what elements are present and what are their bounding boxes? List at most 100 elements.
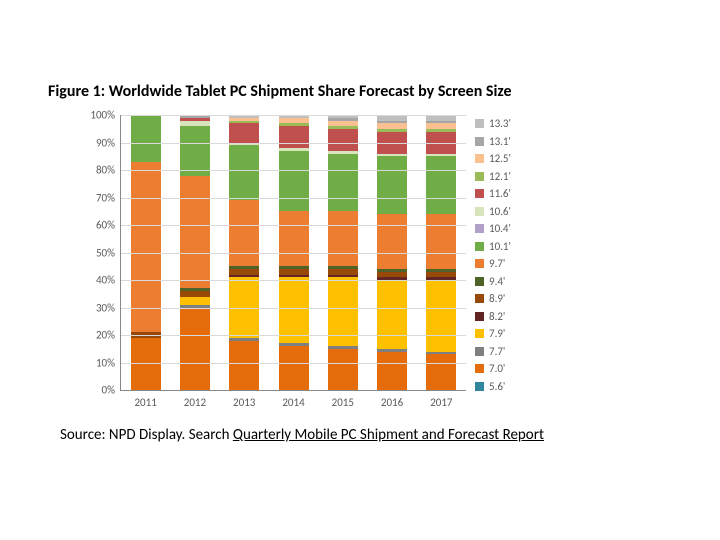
y-tick-label: 70% bbox=[96, 191, 115, 204]
y-tick-label: 80% bbox=[96, 164, 115, 177]
legend-item: 7.7' bbox=[475, 343, 575, 361]
legend-label: 12.5' bbox=[489, 152, 511, 165]
legend-item: 9.7' bbox=[475, 255, 575, 273]
bar-segment bbox=[426, 214, 456, 269]
legend-item: 8.9' bbox=[475, 290, 575, 308]
bar-segment bbox=[328, 129, 358, 151]
legend-swatch bbox=[475, 294, 484, 303]
bar-segment bbox=[229, 145, 259, 200]
gridline bbox=[121, 363, 466, 364]
legend-item: 8.2' bbox=[475, 308, 575, 326]
legend-item: 5.6' bbox=[475, 378, 575, 396]
x-tick-label: 2017 bbox=[430, 396, 452, 409]
bar-segment bbox=[426, 354, 456, 390]
bar-segment bbox=[180, 308, 210, 391]
bar-segment bbox=[377, 156, 407, 214]
y-tick-label: 60% bbox=[96, 219, 115, 232]
source-link[interactable]: Quarterly Mobile PC Shipment and Forecas… bbox=[233, 426, 544, 444]
bar-segment bbox=[229, 341, 259, 391]
legend: 13.3' 13.1' 12.5' 12.1' 11.6' 10.6' 10.4' 10.1'… bbox=[475, 115, 575, 395]
legend-label: 8.9' bbox=[489, 292, 505, 305]
y-tick-label: 0% bbox=[102, 384, 115, 397]
legend-swatch bbox=[475, 119, 484, 128]
bar-segment bbox=[180, 297, 210, 305]
legend-label: 7.7' bbox=[489, 345, 505, 358]
gridline bbox=[121, 308, 466, 309]
legend-label: 8.2' bbox=[489, 310, 505, 323]
bar-segment bbox=[377, 214, 407, 269]
legend-label: 10.4' bbox=[489, 222, 511, 235]
legend-swatch bbox=[475, 277, 484, 286]
bar-segment bbox=[328, 349, 358, 390]
legend-label: 10.6' bbox=[489, 205, 511, 218]
legend-item: 13.1' bbox=[475, 133, 575, 151]
legend-swatch bbox=[475, 137, 484, 146]
bar-segment bbox=[131, 338, 161, 390]
plot-area: 0%10%20%30%40%50%60%70%80%90%100%2011201… bbox=[120, 115, 466, 391]
legend-label: 12.1' bbox=[489, 170, 511, 183]
legend-label: 11.6' bbox=[489, 187, 511, 200]
bar-segment bbox=[426, 280, 456, 352]
y-tick-label: 30% bbox=[96, 301, 115, 314]
page: Figure 1: Worldwide Tablet PC Shipment S… bbox=[0, 0, 720, 540]
legend-item: 12.1' bbox=[475, 168, 575, 186]
legend-item: 10.1' bbox=[475, 238, 575, 256]
bar-segment bbox=[279, 126, 309, 148]
bar-segment bbox=[426, 156, 456, 214]
bar-segment bbox=[279, 151, 309, 212]
gridline bbox=[121, 335, 466, 336]
legend-item: 7.9' bbox=[475, 325, 575, 343]
legend-swatch bbox=[475, 189, 484, 198]
bar-segment bbox=[279, 277, 309, 343]
y-tick-label: 10% bbox=[96, 356, 115, 369]
gridline bbox=[121, 170, 466, 171]
x-tick-label: 2011 bbox=[134, 396, 156, 409]
legend-swatch bbox=[475, 154, 484, 163]
y-tick-label: 40% bbox=[96, 274, 115, 287]
legend-label: 9.7' bbox=[489, 257, 505, 270]
x-tick-label: 2015 bbox=[332, 396, 354, 409]
y-tick-label: 100% bbox=[90, 109, 115, 122]
gridline bbox=[121, 225, 466, 226]
y-tick-label: 50% bbox=[96, 246, 115, 259]
legend-item: 13.3' bbox=[475, 115, 575, 133]
gridline bbox=[121, 143, 466, 144]
legend-item: 10.4' bbox=[475, 220, 575, 238]
legend-swatch bbox=[475, 207, 484, 216]
bar-segment bbox=[328, 154, 358, 212]
y-tick-label: 90% bbox=[96, 136, 115, 149]
legend-swatch bbox=[475, 347, 484, 356]
legend-item: 7.0' bbox=[475, 360, 575, 378]
legend-item: 10.6' bbox=[475, 203, 575, 221]
legend-swatch bbox=[475, 242, 484, 251]
x-tick-label: 2014 bbox=[282, 396, 304, 409]
legend-swatch bbox=[475, 312, 484, 321]
gridline bbox=[121, 198, 466, 199]
legend-swatch bbox=[475, 172, 484, 181]
legend-swatch bbox=[475, 364, 484, 373]
y-tick-label: 20% bbox=[96, 329, 115, 342]
source-line: Source: NPD Display. Search Quarterly Mo… bbox=[60, 426, 544, 444]
chart: 0% 10% 20% 30% 40% 50% 60% 70% 80% 90% 100% 2011 201… bbox=[75, 110, 585, 420]
legend-swatch bbox=[475, 224, 484, 233]
legend-swatch bbox=[475, 329, 484, 338]
gridline bbox=[121, 115, 466, 116]
x-tick-label: 2013 bbox=[233, 396, 255, 409]
x-tick-label: 2012 bbox=[184, 396, 206, 409]
legend-label: 7.0' bbox=[489, 362, 505, 375]
bar-segment bbox=[180, 126, 210, 176]
bar-segment bbox=[377, 280, 407, 349]
bar-segment bbox=[180, 176, 210, 289]
figure-title: Figure 1: Worldwide Tablet PC Shipment S… bbox=[48, 82, 512, 101]
bar-segment bbox=[131, 115, 161, 162]
bar-segment bbox=[377, 352, 407, 391]
bar-segment bbox=[229, 200, 259, 266]
source-prefix: Source: NPD Display. Search bbox=[60, 426, 233, 444]
legend-item: 9.4' bbox=[475, 273, 575, 291]
legend-item: 11.6' bbox=[475, 185, 575, 203]
legend-item: 12.5' bbox=[475, 150, 575, 168]
legend-label: 5.6' bbox=[489, 380, 505, 393]
legend-swatch bbox=[475, 382, 484, 391]
legend-label: 13.1' bbox=[489, 135, 511, 148]
bar-segment bbox=[229, 123, 259, 142]
